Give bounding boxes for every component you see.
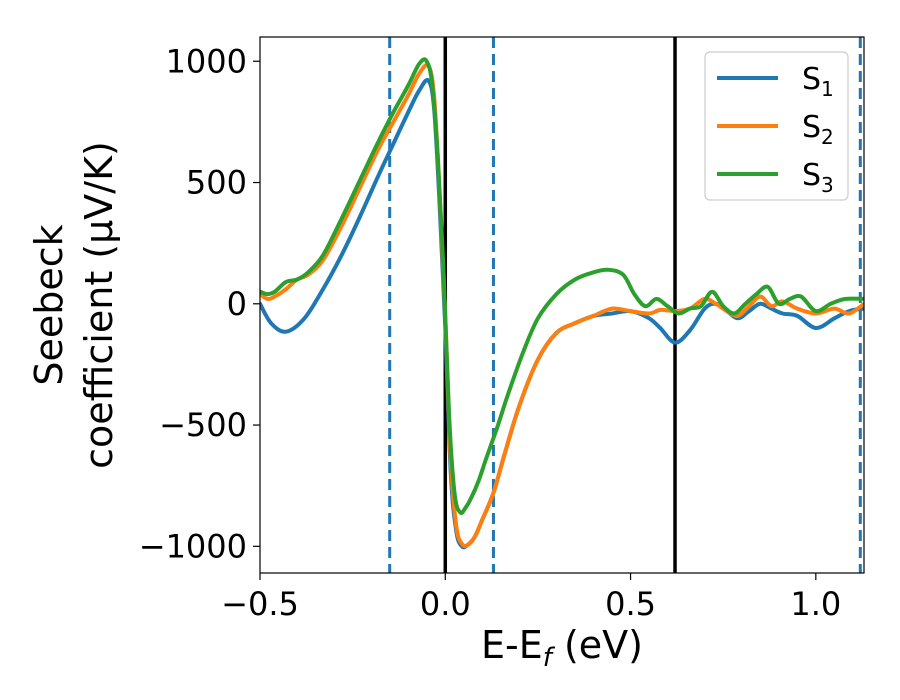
y-tick-label: 500 bbox=[186, 164, 247, 202]
series-line-s2 bbox=[260, 62, 864, 549]
y-tick-label: 0 bbox=[227, 285, 247, 323]
y-tick-label: 1000 bbox=[166, 42, 247, 80]
legend: S1 S2 S3 bbox=[704, 51, 849, 201]
legend-label-s3: S3 bbox=[802, 158, 834, 197]
y-axis-label-line2: coefficient (μV/K) bbox=[77, 141, 121, 469]
x-axis-label: E-Ef (eV) bbox=[481, 623, 643, 673]
series-line-s3 bbox=[260, 57, 864, 515]
x-tick-label: 1.0 bbox=[790, 585, 841, 623]
y-axis-label-line1: Seebeck bbox=[27, 224, 71, 385]
legend-label-s2: S2 bbox=[802, 110, 834, 149]
x-axis: −0.5 0.0 0.5 1.0 bbox=[221, 573, 841, 623]
y-tick-label: −1000 bbox=[139, 527, 247, 565]
x-tick-label: 0.0 bbox=[420, 585, 471, 623]
x-tick-label: 0.5 bbox=[605, 585, 656, 623]
plot-frame bbox=[259, 36, 865, 574]
y-axis: 1000 500 0 −500 −1000 bbox=[139, 42, 260, 565]
y-tick-label: −500 bbox=[159, 406, 247, 444]
x-tick-label: −0.5 bbox=[221, 585, 299, 623]
legend-label-s1: S1 bbox=[802, 62, 834, 101]
series-lines bbox=[260, 57, 864, 550]
